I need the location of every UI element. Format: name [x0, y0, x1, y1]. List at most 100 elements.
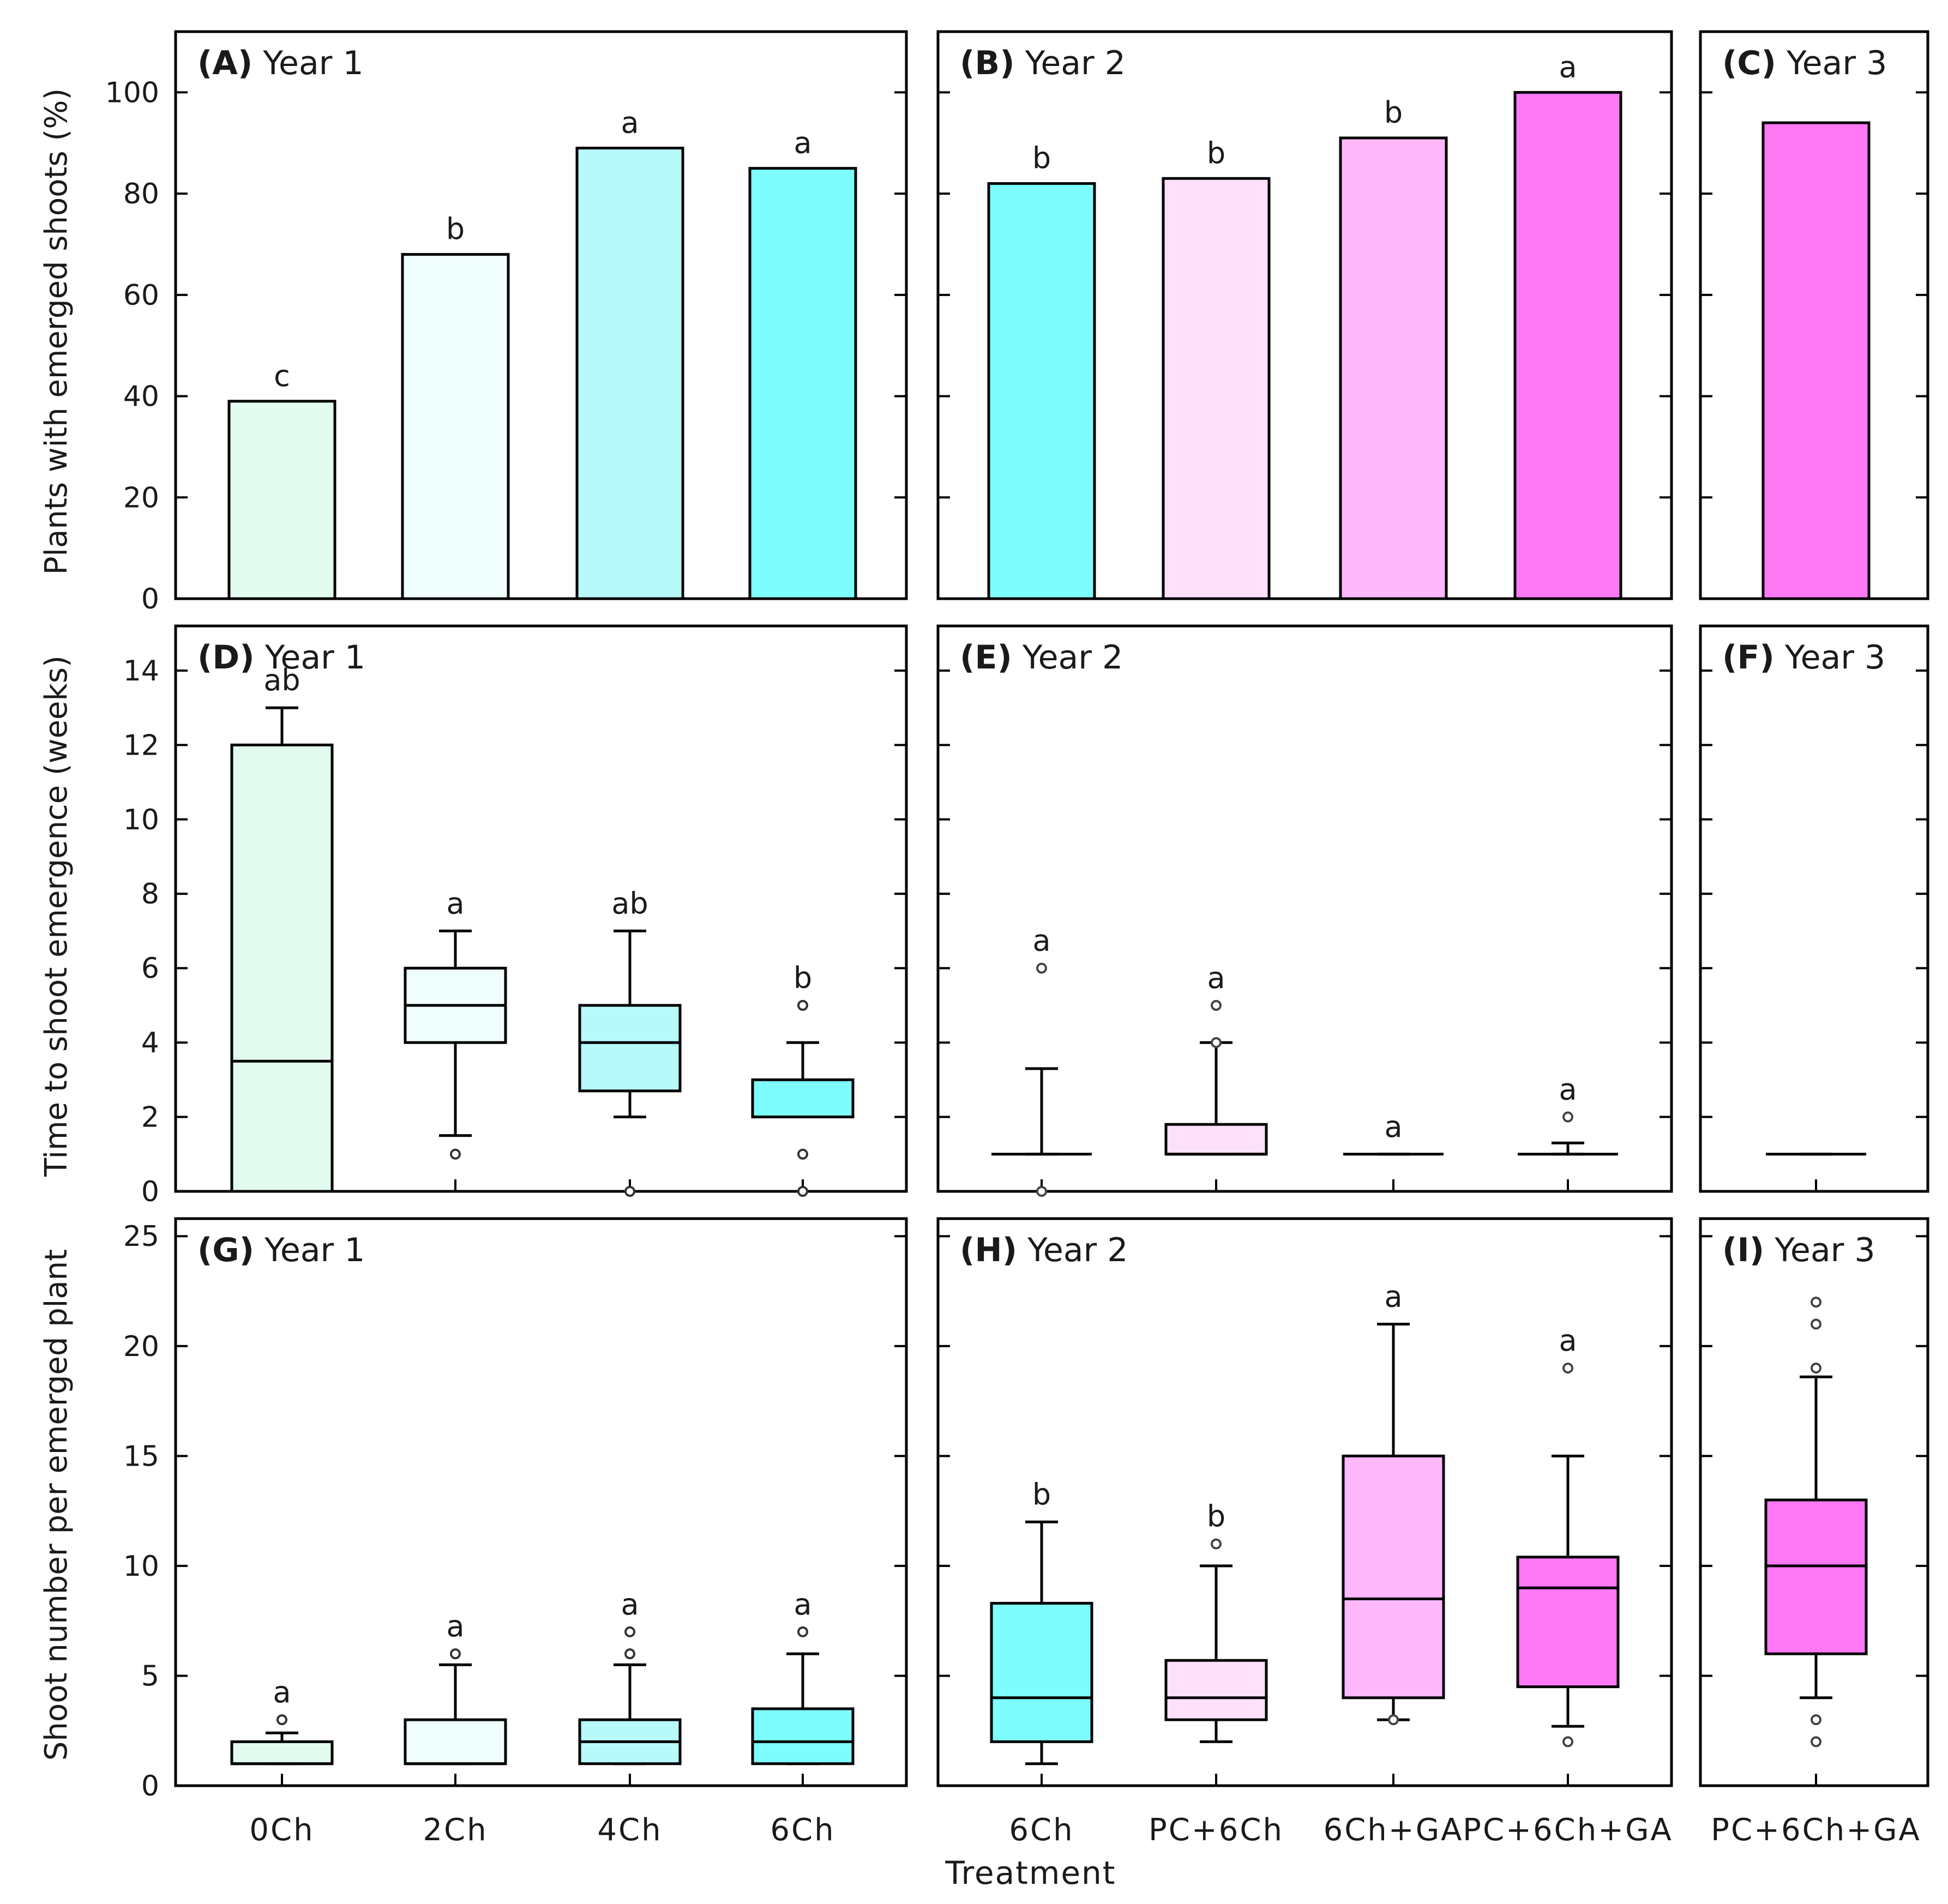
- significance-letter: b: [446, 212, 465, 246]
- outlier-point: [1388, 1714, 1399, 1726]
- x-category-label-pc-plus-6ch: PC+6Ch: [1149, 1812, 1284, 1848]
- box-iqr: [1164, 1659, 1268, 1721]
- x-category-label-pc-plus-6ch-plus-ga: PC+6Ch+GA: [1463, 1812, 1673, 1848]
- y-tick-label: 5: [141, 1660, 159, 1692]
- y-tick-label: 2: [141, 1101, 159, 1134]
- box-0ch: [230, 1714, 334, 1766]
- y-tick-label: 0: [141, 1176, 159, 1208]
- outlier-point: [450, 1148, 461, 1160]
- box-iqr: [1764, 1498, 1868, 1655]
- outlier-point: [624, 1186, 635, 1197]
- panel-year: Year 2: [1015, 44, 1126, 82]
- significance-letter: a: [621, 1587, 639, 1622]
- bar-2ch: [401, 253, 510, 600]
- x-category-label-pc-plus-6ch-plus-ga: PC+6Ch+GA: [1711, 1812, 1921, 1848]
- panel-a: 0 20 40 60 80 100 (A) Year 1 c b a a: [105, 30, 908, 616]
- bar-6ch: [987, 182, 1096, 600]
- significance-letter: a: [793, 126, 811, 160]
- y-tick-label: 0: [141, 1770, 159, 1803]
- box-4ch: [578, 929, 682, 1197]
- significance-letter: a: [1559, 50, 1577, 84]
- y-tick-label: 14: [123, 655, 159, 688]
- y-tick-label: 8: [141, 878, 159, 911]
- y-tick-label: 20: [123, 1330, 159, 1363]
- box-iqr: [230, 1740, 334, 1766]
- significance-letter: b: [1207, 136, 1225, 170]
- outlier-point: [450, 1648, 461, 1660]
- panel-label: (H): [960, 1231, 1017, 1269]
- significance-letter: a: [621, 106, 639, 140]
- y-tick-label: 4: [141, 1027, 159, 1059]
- significance-letter: b: [1207, 1499, 1225, 1534]
- panel-frame: [1699, 624, 1929, 1193]
- significance-letter: a: [446, 886, 464, 920]
- significance-letter: a: [1384, 1279, 1402, 1313]
- bar-0ch: [227, 400, 336, 600]
- box-iqr: [751, 1078, 855, 1119]
- outlier-point: [1811, 1318, 1821, 1330]
- x-category-label-0ch: 0Ch: [249, 1812, 314, 1848]
- significance-letter: a: [1559, 1323, 1577, 1358]
- y-tick-label: 60: [123, 279, 159, 312]
- panel-frame: [174, 30, 908, 600]
- significance-letter: c: [274, 359, 290, 393]
- panel-year: Year 1: [254, 1231, 365, 1269]
- outlier-point: [1811, 1297, 1821, 1308]
- box-0ch: [230, 706, 334, 1193]
- panel-title: (E) Year 2: [960, 638, 1123, 677]
- panel-frame: [174, 1217, 908, 1787]
- x-axis-title: Treatment: [945, 1854, 1116, 1891]
- outlier-point: [797, 1186, 808, 1197]
- outlier-point: [1811, 1714, 1821, 1726]
- outlier-point: [797, 999, 808, 1011]
- outlier-point: [624, 1626, 635, 1637]
- box-iqr: [404, 1718, 507, 1766]
- panel-f: (F) Year 3: [1699, 624, 1929, 1193]
- panel-year: Year 3: [1776, 44, 1887, 82]
- box-iqr: [578, 1004, 682, 1093]
- significance-letter: b: [1032, 1477, 1051, 1511]
- outlier-point: [1211, 1538, 1222, 1550]
- panel-g: 0 5 10 15 20 25 0Ch 2Ch 4Ch 6Ch (G) Year 1 a a a a: [123, 1217, 908, 1848]
- box-iqr: [1164, 1123, 1268, 1156]
- panel-b: (B) Year 2 b b b a: [936, 30, 1673, 600]
- y-tick-label: 0: [141, 583, 159, 616]
- panel-title: (C) Year 3: [1722, 44, 1887, 82]
- y-tick-label: 12: [123, 729, 159, 762]
- panel-label: (D): [197, 638, 255, 677]
- panel-year: Year 3: [1764, 1231, 1875, 1269]
- panel-year: Year 2: [1017, 1231, 1128, 1269]
- x-category-label-2ch: 2Ch: [423, 1812, 488, 1848]
- box-pc-plus-6ch: [1164, 999, 1268, 1156]
- y-tick-label: 15: [123, 1440, 159, 1473]
- panel-title: (I) Year 3: [1722, 1231, 1875, 1269]
- panel-frame: [174, 624, 908, 1193]
- panel-label: (F): [1722, 638, 1775, 677]
- y-tick-label: 10: [123, 804, 159, 836]
- significance-letter: a: [1207, 961, 1225, 995]
- panel-title: (A) Year 1: [197, 44, 364, 82]
- x-category-label-4ch: 4Ch: [597, 1812, 662, 1848]
- outlier-point: [1562, 1363, 1573, 1374]
- panel-frame: [1699, 1217, 1929, 1787]
- y-tick-label: 6: [141, 953, 159, 985]
- row-c-y-axis-label: Shoot number per emerged plant: [39, 1249, 74, 1761]
- bar-pc-plus-6ch-plus-ga: [1513, 91, 1622, 600]
- panel-year: Year 3: [1775, 638, 1885, 677]
- y-tick-label: 100: [105, 76, 159, 109]
- outlier-point: [1036, 1186, 1047, 1197]
- significance-letter: ab: [611, 886, 648, 920]
- y-tick-label: 10: [123, 1550, 159, 1583]
- box-4ch: [578, 1626, 682, 1766]
- panel-c: (C) Year 3: [1699, 30, 1929, 600]
- outlier-point: [1562, 1736, 1573, 1748]
- panel-title: (F) Year 3: [1722, 638, 1885, 677]
- box-6ch: [991, 962, 1092, 1197]
- box-iqr: [1516, 1556, 1620, 1689]
- box-iqr: [990, 1601, 1093, 1743]
- x-category-label-6ch: 6Ch: [770, 1812, 835, 1848]
- significance-letter: b: [1384, 95, 1403, 130]
